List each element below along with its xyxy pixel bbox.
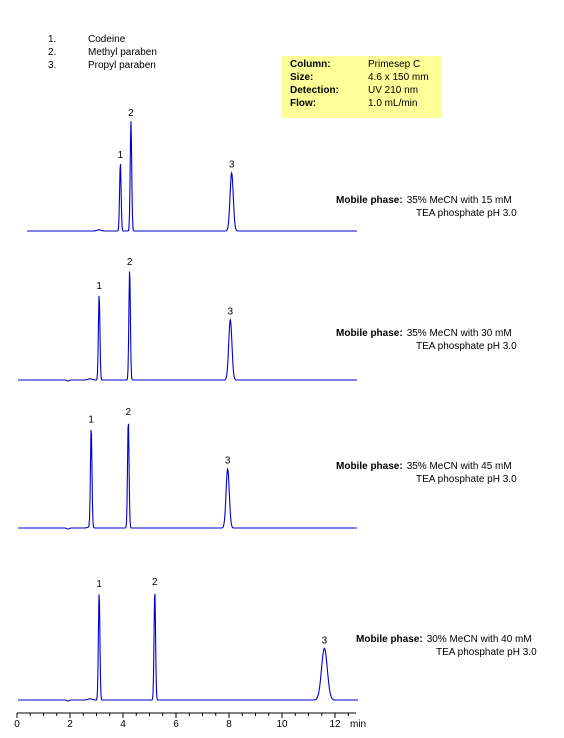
mobile-phase-line1: 35% MeCN with 45 mM	[406, 461, 512, 472]
mobile-phase-label-3: Mobile phase: 35% MeCN with 45 mM TEA pho…	[336, 460, 517, 485]
peak-label: 1	[96, 281, 102, 292]
mobile-phase-key: Mobile phase:	[336, 461, 403, 472]
legend-number: 1.	[48, 34, 57, 45]
peak-label: 3	[229, 160, 235, 171]
x-axis-unit-label: min	[350, 719, 366, 730]
peak-label: 3	[322, 635, 328, 646]
peak-label: 3	[228, 307, 234, 318]
chromatogram-trace-1	[27, 121, 357, 232]
mobile-phase-key: Mobile phase:	[336, 195, 403, 206]
x-tick-label: 4	[120, 719, 126, 730]
mobile-phase-line1: 30% MeCN with 40 mM	[426, 634, 532, 645]
mobile-phase-line2: TEA phosphate pH 3.0	[436, 647, 537, 658]
mobile-phase-key: Mobile phase:	[336, 328, 403, 339]
peak-label: 2	[128, 108, 134, 119]
legend-compound: Methyl paraben	[88, 47, 157, 58]
peak-label: 3	[225, 456, 231, 467]
x-tick-label: 12	[329, 719, 341, 730]
x-tick-label: 2	[67, 719, 73, 730]
condition-value: UV 210 nm	[368, 85, 419, 96]
legend-compound: Codeine	[88, 34, 126, 45]
conditions-box: Column: Primesep C Size: 4.6 x 150 mm De…	[281, 56, 442, 118]
condition-key: Flow:	[290, 98, 317, 109]
peak-label: 2	[127, 257, 133, 268]
legend-number: 3.	[48, 60, 57, 71]
mobile-phase-key: Mobile phase:	[356, 634, 423, 645]
peak-label: 2	[126, 407, 132, 418]
mobile-phase-line2: TEA phosphate pH 3.0	[416, 208, 517, 219]
x-tick-label: 6	[173, 719, 179, 730]
condition-key: Detection:	[290, 85, 339, 96]
mobile-phase-line1: 35% MeCN with 15 mM	[406, 195, 512, 206]
mobile-phase-line1: 35% MeCN with 30 mM	[406, 328, 512, 339]
legend-number: 2.	[48, 47, 57, 58]
mobile-phase-label-1: Mobile phase: 35% MeCN with 15 mM TEA pho…	[336, 194, 517, 219]
peak-label: 1	[96, 579, 102, 590]
chromatogram-trace-4	[18, 593, 358, 702]
mobile-phase-label-4: Mobile phase: 30% MeCN with 40 mM TEA pho…	[356, 633, 537, 658]
x-tick-label: 8	[226, 719, 232, 730]
mobile-phase-line2: TEA phosphate pH 3.0	[416, 341, 517, 352]
mobile-phase-line2: TEA phosphate pH 3.0	[416, 474, 517, 485]
condition-value: 1.0 mL/min	[368, 98, 418, 109]
peak-label: 2	[152, 577, 158, 588]
peak-label: 1	[88, 415, 94, 426]
peak-label: 1	[118, 150, 124, 161]
condition-key: Size:	[290, 72, 314, 83]
mobile-phase-label-2: Mobile phase: 35% MeCN with 30 mM TEA pho…	[336, 327, 517, 352]
condition-value: Primesep C	[368, 59, 421, 70]
chromatogram-trace-3	[18, 423, 357, 530]
chromatogram-trace-2	[18, 271, 357, 382]
condition-value: 4.6 x 150 mm	[368, 72, 429, 83]
x-tick-label: 0	[14, 719, 20, 730]
legend-compound: Propyl paraben	[88, 60, 156, 71]
x-tick-label: 10	[276, 719, 288, 730]
condition-key: Column:	[290, 59, 331, 70]
